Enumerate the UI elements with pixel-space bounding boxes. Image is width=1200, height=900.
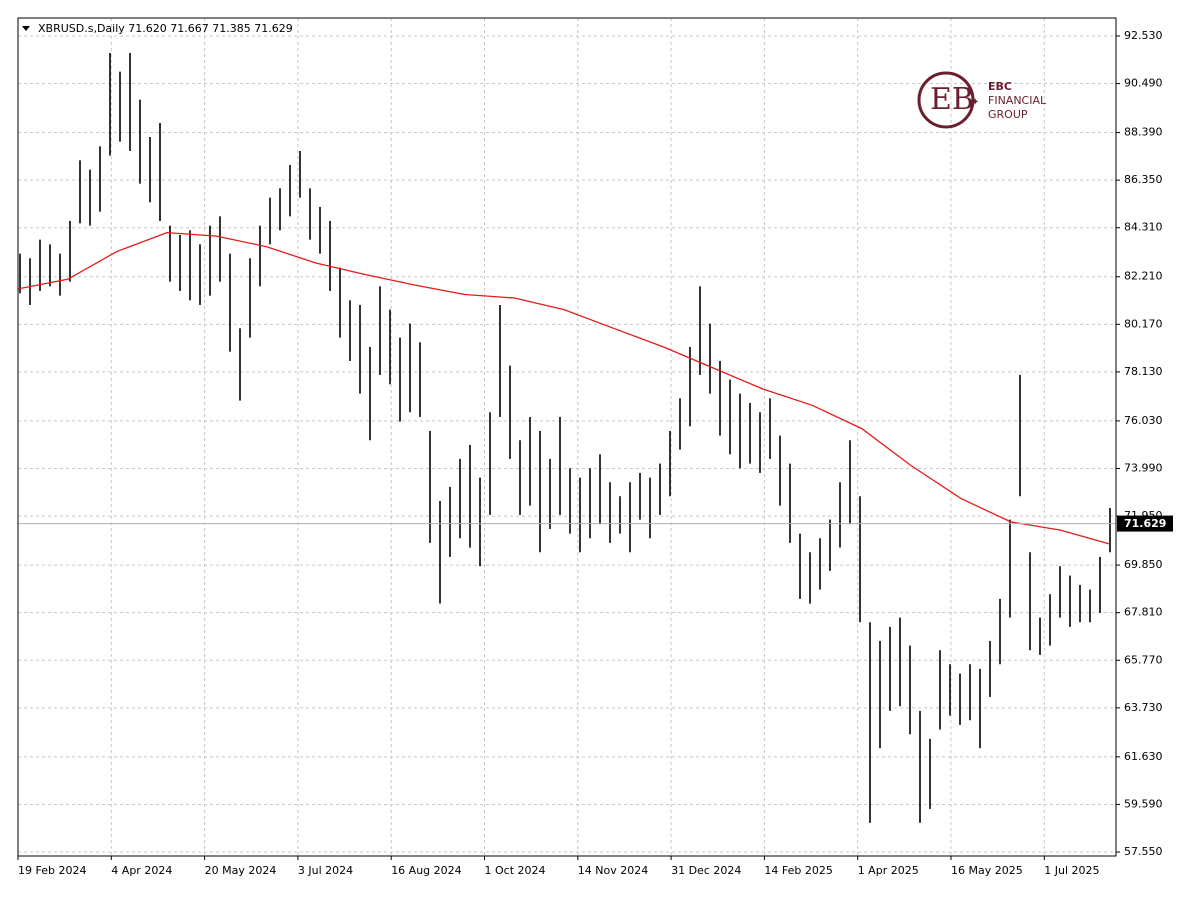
x-tick-label: 16 Aug 2024 xyxy=(391,864,461,877)
logo-ring xyxy=(917,71,975,129)
y-tick-label: 57.550 xyxy=(1124,845,1163,858)
moving-average xyxy=(17,231,1111,545)
y-tick-label: 67.810 xyxy=(1124,606,1163,619)
plot-frame xyxy=(17,17,1117,857)
x-tick-label: 1 Oct 2024 xyxy=(485,864,546,877)
x-tick-label: 31 Dec 2024 xyxy=(671,864,741,877)
x-tick-label: 14 Nov 2024 xyxy=(578,864,648,877)
y-tick-label: 92.530 xyxy=(1124,29,1163,42)
menu-arrow xyxy=(22,26,30,31)
y-tick-label: 84.310 xyxy=(1124,221,1163,234)
x-tick-label: 19 Feb 2024 xyxy=(18,864,86,877)
y-tick-label: 73.990 xyxy=(1124,461,1163,474)
x-tick-label: 14 Feb 2025 xyxy=(764,864,832,877)
x-tick-label: 3 Jul 2024 xyxy=(298,864,353,877)
y-tick-label: 59.590 xyxy=(1124,797,1163,810)
logo-text: EBC xyxy=(988,80,1012,93)
last-price-box xyxy=(1117,515,1173,532)
y-tick-label: 76.030 xyxy=(1124,414,1163,427)
chart-title: XBRUSD.s,Daily 71.620 71.667 71.385 71.6… xyxy=(38,22,293,35)
y-tick-label: 65.770 xyxy=(1124,653,1163,666)
y-tick-label: 82.210 xyxy=(1124,270,1163,283)
y-tick-label: 86.350 xyxy=(1124,173,1163,186)
logo: EB ✦ EBC FINANCIAL GROUP xyxy=(917,71,1047,129)
y-tick-label: 78.130 xyxy=(1124,365,1163,378)
y-tick-label: 61.630 xyxy=(1124,750,1163,763)
last-price-label: 71.629 xyxy=(1124,517,1166,530)
y-tick-label: 90.490 xyxy=(1124,77,1163,90)
x-tick-label: 1 Apr 2025 xyxy=(858,864,919,877)
marks xyxy=(17,52,1116,823)
logo-text: GROUP xyxy=(988,108,1028,121)
x-tick-label: 1 Jul 2025 xyxy=(1044,864,1099,877)
y-tick-label: 88.390 xyxy=(1124,126,1163,139)
logo-mark: EB xyxy=(930,82,974,117)
x-tick-label: 4 Apr 2024 xyxy=(111,864,172,877)
x-tick-label: 16 May 2025 xyxy=(951,864,1023,877)
y-tick-label: 69.850 xyxy=(1124,558,1163,571)
y-tick-label: 80.170 xyxy=(1124,317,1163,330)
x-tick-label: 20 May 2024 xyxy=(205,864,277,877)
logo-text: FINANCIAL xyxy=(988,94,1047,107)
logo-star: ✦ xyxy=(971,97,979,108)
y-tick-label: 63.730 xyxy=(1124,701,1163,714)
grid-layer xyxy=(18,18,1116,856)
